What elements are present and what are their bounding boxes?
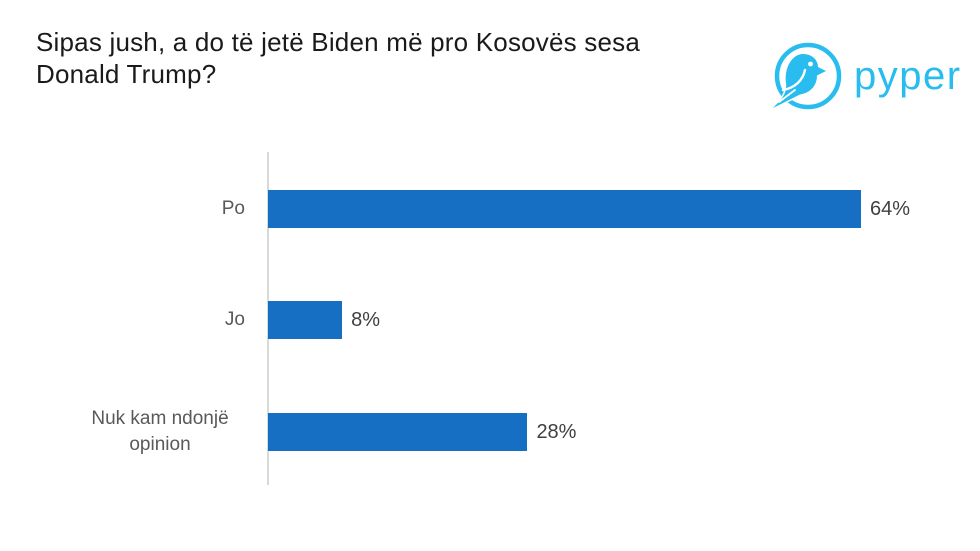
bar-3 — [268, 413, 528, 451]
pyper-bird-icon — [771, 42, 842, 110]
value-label: 8% — [351, 309, 381, 331]
page-title: Sipas jush, a do të jetë Biden më pro Ko… — [36, 26, 640, 90]
chart-row: Jo 8% — [0, 301, 980, 339]
category-label: Po — [221, 198, 245, 219]
category-label: Nuk kam ndonjë opinion — [91, 408, 229, 455]
page-title-line2: Donald Trump? — [36, 59, 217, 89]
page-title-line1: Sipas jush, a do të jetë Biden më pro Ko… — [36, 27, 641, 57]
chart-row: Po 64% — [0, 190, 980, 228]
bar-2 — [268, 301, 343, 339]
category-label: Jo — [224, 309, 245, 330]
pyper-logo-text: pyper — [854, 54, 962, 98]
bar-1 — [268, 190, 862, 228]
pyper-logo: pyper — [769, 38, 962, 114]
value-label: 28% — [536, 421, 577, 443]
chart-row: Nuk kam ndonjë opinion 28% — [0, 408, 980, 455]
value-label: 64% — [870, 198, 911, 220]
